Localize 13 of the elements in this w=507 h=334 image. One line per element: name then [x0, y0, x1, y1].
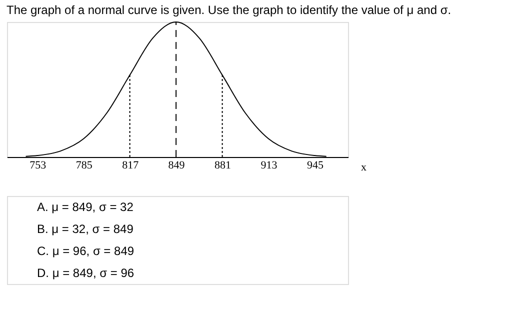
x-tick-label: 753 — [30, 160, 47, 172]
text: D. μ = 849, σ = 96 — [37, 266, 134, 280]
text: C. μ = 96, σ = 849 — [37, 244, 134, 258]
x-tick-label: 785 — [76, 160, 93, 172]
x-tick-label: 849 — [168, 160, 186, 172]
text: A. μ = 849, σ = 32 — [37, 200, 134, 214]
x-tick-label: 881 — [214, 160, 232, 172]
text: B. μ = 32, σ = 849 — [37, 222, 134, 236]
x-tick-label: 913 — [260, 160, 278, 172]
chart-title: The graph of a normal curve is given. Use the graph to identify the value of μ and σ. — [6, 3, 452, 17]
x-tick-label: 817 — [122, 160, 140, 172]
x-tick-label: 945 — [307, 160, 324, 172]
x-axis-title: x — [361, 162, 367, 174]
